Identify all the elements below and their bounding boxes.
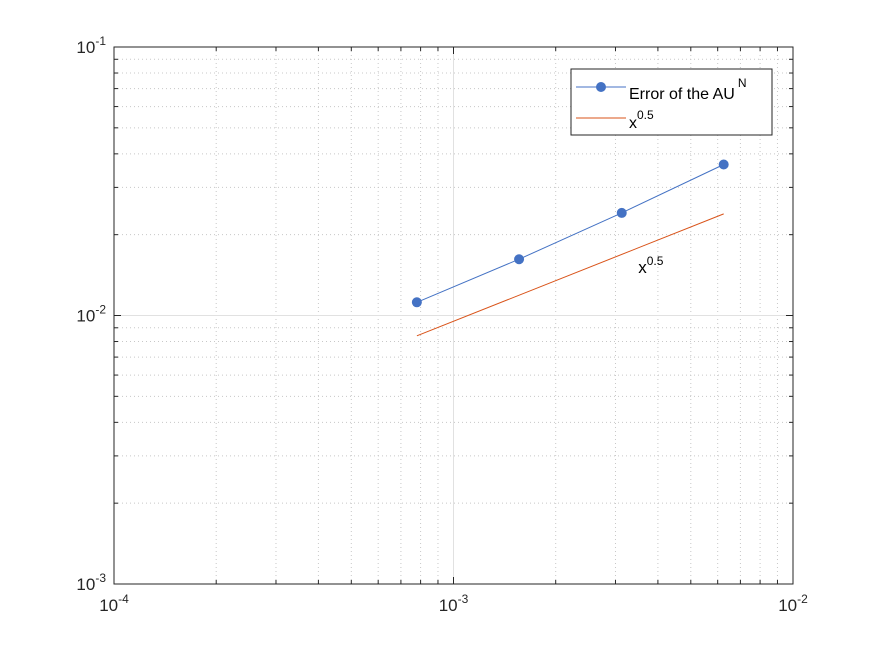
series-line-0 <box>416 164 724 303</box>
annotation-label: x0.5 <box>638 254 664 277</box>
series-layer <box>411 159 729 337</box>
legend: Error of the AUN x0.5 <box>570 68 773 136</box>
annotation-base: x <box>638 258 647 277</box>
legend-label-error: Error of the AUN <box>629 76 747 103</box>
x-tick-label: 10-4 <box>99 592 129 615</box>
series-line-1 <box>416 213 724 337</box>
data-point <box>411 297 422 308</box>
annotation-layer: x0.5 <box>638 254 664 277</box>
legend-box <box>570 68 773 136</box>
data-point <box>616 207 627 218</box>
legend-label-error-superscript: N <box>738 76 747 90</box>
legend-label-reference-base: x <box>629 115 637 132</box>
legend-label-reference-superscript: 0.5 <box>637 108 654 122</box>
legend-label-error-base: Error of the AU <box>629 86 735 103</box>
y-tick-label: 10-3 <box>76 571 106 594</box>
x-tick-label: 10-2 <box>778 592 808 615</box>
legend-label-reference: x0.5 <box>629 108 654 132</box>
axis-ticks: 10-4 10-3 10-210-310-210-1 <box>76 34 808 615</box>
x-tick-label: 10-3 <box>439 592 469 615</box>
y-tick-label: 10-1 <box>76 34 106 57</box>
data-point <box>514 254 525 265</box>
annotation-superscript: 0.5 <box>647 254 664 268</box>
data-point <box>718 159 729 170</box>
y-tick-label: 10-2 <box>76 303 106 326</box>
legend-marker-error <box>596 82 606 92</box>
